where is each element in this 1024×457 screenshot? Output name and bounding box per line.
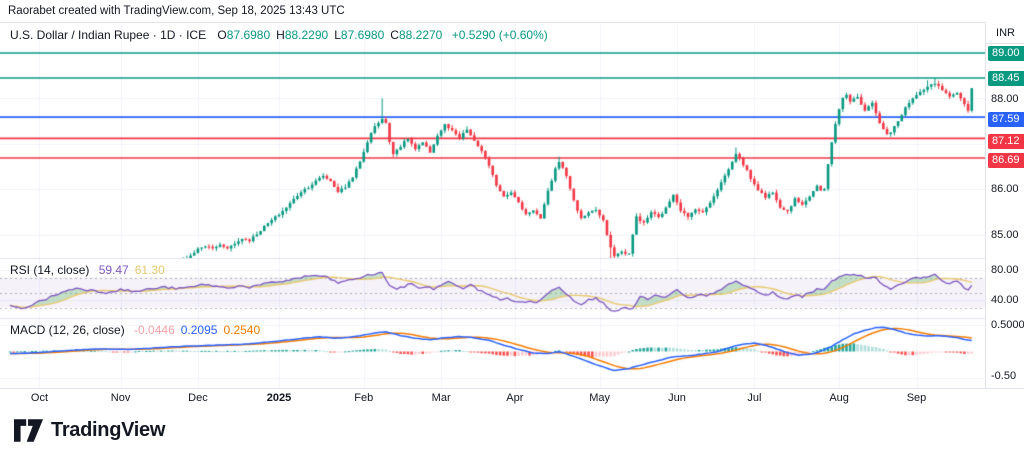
time-axis-label: Mar bbox=[431, 392, 451, 404]
tradingview-logo-link[interactable]: TradingView bbox=[14, 419, 165, 442]
tradingview-logo-icon bbox=[14, 419, 44, 442]
symbol-legend[interactable]: U.S. Dollar / Indian Rupee · 1D · ICE O8… bbox=[10, 28, 548, 42]
time-axis-label: Nov bbox=[110, 392, 131, 404]
rsi-values: 59.47 61.30 bbox=[93, 263, 165, 277]
price-tick-label: 85.00 bbox=[991, 229, 1019, 241]
rsi-label: RSI (14, close) bbox=[10, 263, 90, 277]
tradingview-logo-text: TradingView bbox=[51, 419, 166, 441]
axis-currency-label: INR bbox=[986, 22, 1024, 44]
time-axis-label: Dec bbox=[188, 392, 208, 404]
price-tick-label: 80.00 bbox=[991, 264, 1019, 276]
symbol-title: U.S. Dollar / Indian Rupee · 1D · ICE bbox=[10, 28, 207, 42]
price-tick-label: 40.00 bbox=[991, 294, 1019, 306]
rsi-pane-header[interactable]: RSI (14, close) 59.47 61.30 bbox=[10, 263, 165, 277]
ohlc-key: C bbox=[390, 28, 399, 42]
price-level-badge: 87.59 bbox=[988, 111, 1024, 127]
chart-plot-area[interactable] bbox=[0, 22, 985, 388]
time-axis-label: 2025 bbox=[266, 392, 292, 404]
price-tick-label: 86.00 bbox=[991, 183, 1019, 195]
macd-label: MACD (12, 26, close) bbox=[10, 323, 125, 337]
macd-value: 0.2540 bbox=[223, 323, 261, 337]
ohlc-value: 87.6980 bbox=[340, 28, 385, 42]
price-tick-label: -0.50 bbox=[991, 370, 1017, 382]
price-tick-label: 0.5000 bbox=[991, 319, 1024, 331]
time-axis-label: Sep bbox=[906, 392, 927, 404]
time-axis-label: May bbox=[589, 392, 610, 404]
ohlc-value: 88.2270 bbox=[398, 28, 443, 42]
time-axis-label: Oct bbox=[30, 392, 49, 404]
macd-pane-header[interactable]: MACD (12, 26, close) -0.0446 0.2095 0.2540 bbox=[10, 323, 260, 337]
time-axis-label: Jul bbox=[747, 392, 762, 404]
change-value: +0.5290 (+0.60%) bbox=[451, 28, 548, 42]
price-level-badge: 86.69 bbox=[988, 152, 1024, 168]
attribution-text: Raorabet created with TradingView.com, S… bbox=[8, 5, 345, 17]
price-tick-label: 88.00 bbox=[991, 93, 1019, 105]
ohlc-values: O87.6980 H88.2290 L87.6980 C88.2270 bbox=[217, 28, 448, 42]
price-axis[interactable]: INR 88.00 86.00 85.00 80.00 40.00 0.5000 -0.50… bbox=[985, 22, 1024, 388]
time-axis-label: Aug bbox=[829, 392, 849, 404]
ohlc-value: 88.2290 bbox=[284, 28, 329, 42]
ohlc-key: O bbox=[217, 28, 227, 42]
price-level-badge: 89.00 bbox=[988, 45, 1024, 61]
macd-value: 0.2095 bbox=[180, 323, 218, 337]
rsi-value: 61.30 bbox=[134, 263, 165, 277]
rsi-value: 59.47 bbox=[98, 263, 129, 277]
time-axis-label: Jun bbox=[668, 392, 686, 404]
price-level-badge: 87.12 bbox=[988, 133, 1024, 149]
time-axis-label: Apr bbox=[506, 392, 524, 404]
ohlc-key: L bbox=[334, 28, 341, 42]
macd-value: -0.0446 bbox=[134, 323, 175, 337]
time-axis-label: Feb bbox=[354, 392, 374, 404]
time-axis[interactable]: Oct Nov Dec 2025 Feb Mar Apr May Jun Jul Aug Sep bbox=[0, 388, 1024, 406]
macd-values: -0.0446 0.2095 0.2540 bbox=[128, 323, 260, 337]
ohlc-key: H bbox=[276, 28, 285, 42]
ohlc-value: 87.6980 bbox=[226, 28, 271, 42]
price-level-badge: 88.45 bbox=[988, 70, 1024, 86]
footer: TradingView bbox=[0, 406, 1024, 457]
